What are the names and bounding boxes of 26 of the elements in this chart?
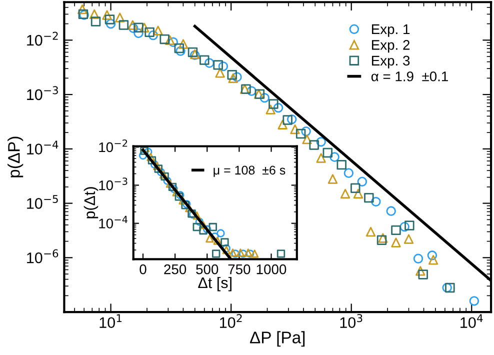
y-axis-title: p(Δt) (84, 187, 98, 218)
y-tick-label: 10$^{−2}$ (27, 32, 58, 46)
x-tick-label: 1000 (256, 264, 286, 274)
y-tick-label: 10$^{−3}$ (27, 86, 58, 100)
legend-label: Exp. 2 (372, 40, 410, 53)
x-tick-label: 10$^{4}$ (460, 314, 483, 328)
x-tick-label: 10$^{3}$ (340, 314, 362, 328)
x-tick-label: 250 (164, 264, 186, 274)
x-axis-title: Δt [s] (198, 276, 232, 292)
x-tick-label: 10$^{2}$ (220, 314, 242, 328)
y-tick-label: 10$^{−3}$ (99, 178, 128, 190)
x-tick-label: 10$^{1}$ (100, 314, 122, 328)
y-tick-label: 10$^{−4}$ (27, 140, 58, 154)
x-tick-label: 750 (228, 264, 250, 274)
legend-label: Exp. 1 (372, 24, 410, 37)
y-tick-label: 10$^{−2}$ (99, 139, 128, 152)
y-axis-title: p(ΔP) (8, 136, 24, 178)
y-tick-label: 10$^{−5}$ (27, 195, 58, 209)
x-axis-title: ΔP [Pa] (250, 331, 305, 347)
legend-label: μ = 108 ±6 s (214, 166, 286, 177)
legend-label: α = 1.9 ±0.1 (371, 71, 448, 82)
x-tick-label: 0 (140, 264, 146, 274)
y-tick-label: 10$^{−4}$ (99, 216, 128, 228)
x-tick-label: 500 (196, 264, 218, 274)
legend-label: Exp. 3 (372, 56, 410, 68)
y-tick-label: 10$^{−6}$ (27, 249, 58, 264)
